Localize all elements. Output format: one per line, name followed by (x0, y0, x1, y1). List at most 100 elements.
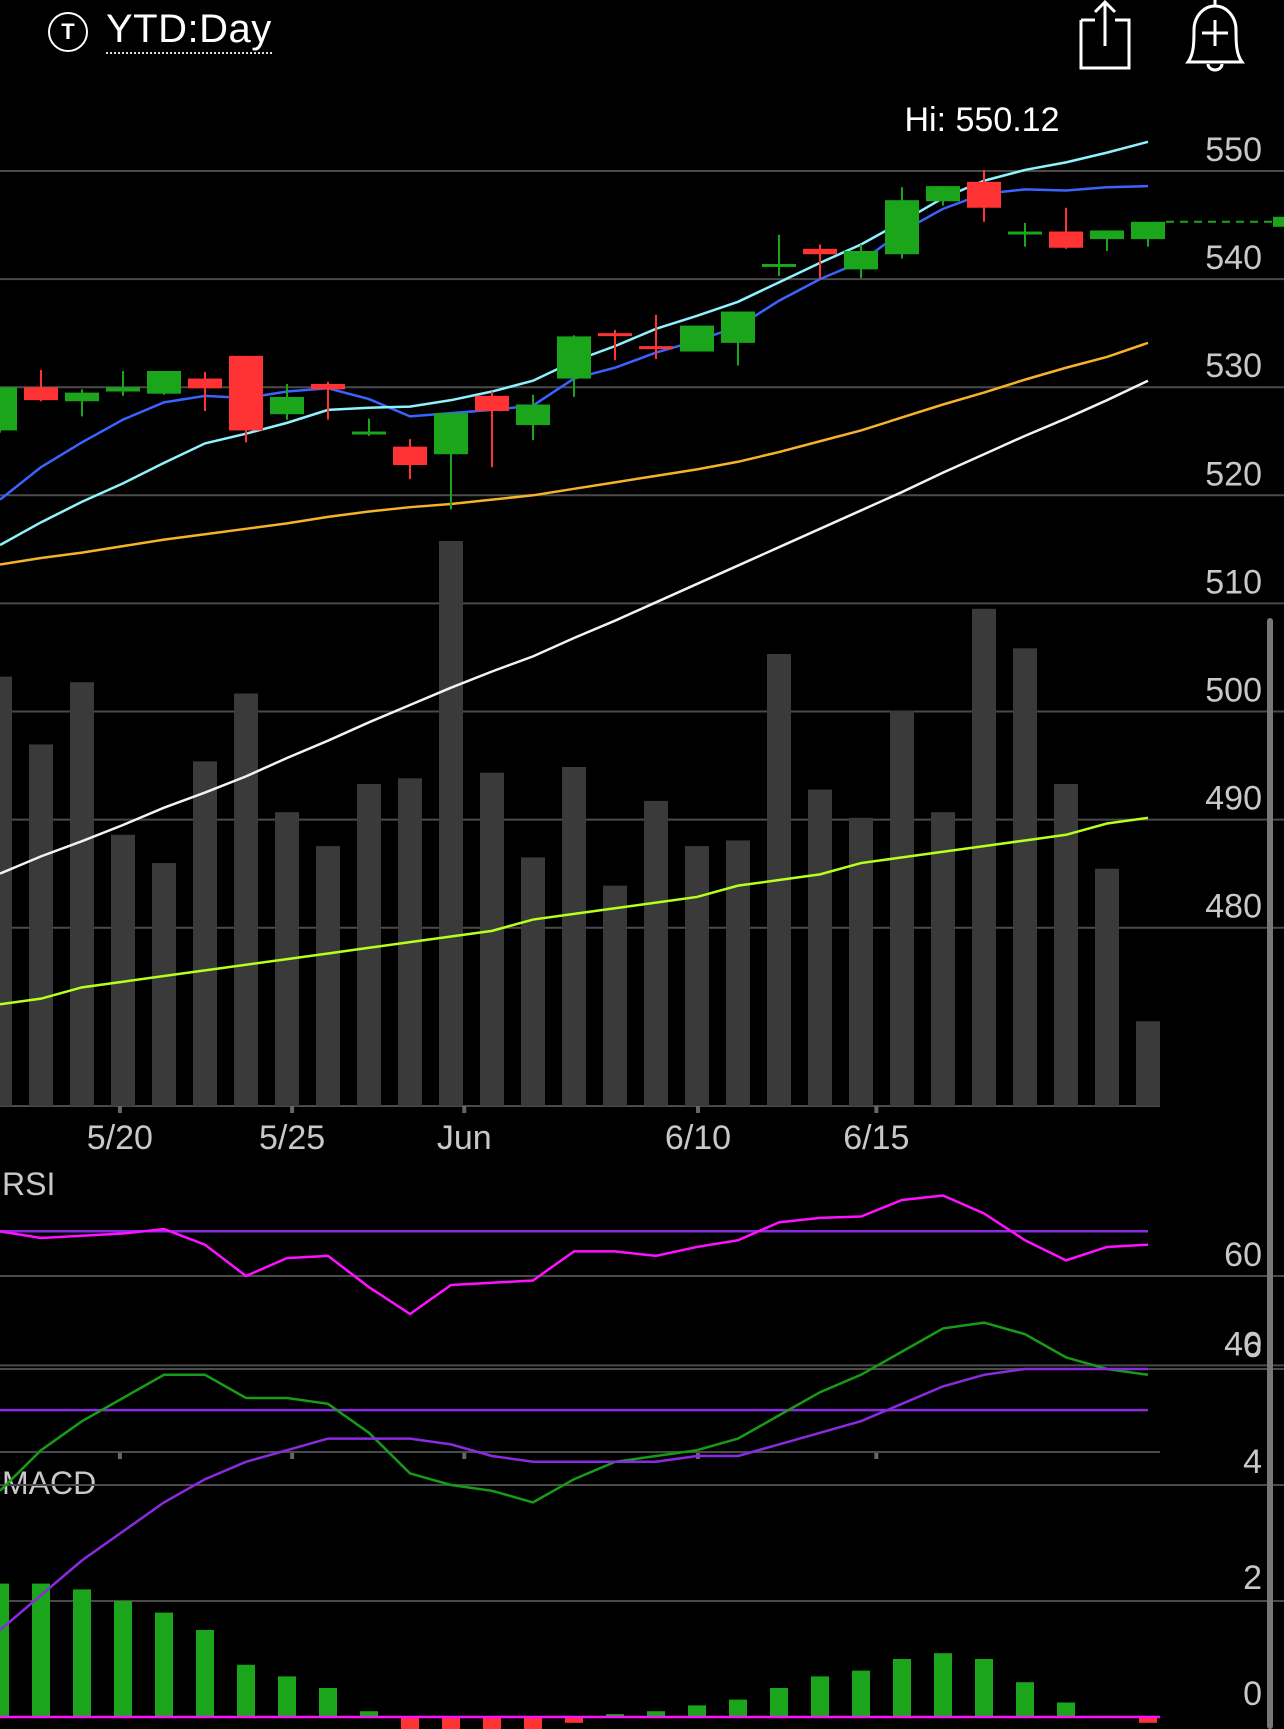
date-tick-label: 6/10 (665, 1119, 731, 1157)
logo-icon: T (48, 12, 88, 52)
macd-histogram-bar (606, 1714, 624, 1717)
macd-histogram-bar (401, 1717, 419, 1729)
price-tick-label: 500 (1205, 672, 1262, 710)
macd-histogram-bar (278, 1676, 296, 1717)
add-alert-bell-icon[interactable] (1180, 0, 1250, 72)
macd-panel: MACD 6 4 2 0 (0, 1321, 1284, 1729)
volume-bars (0, 541, 1160, 1106)
candle-body-up (1008, 231, 1042, 235)
volume-bar (111, 834, 135, 1106)
volume-bar (726, 840, 750, 1106)
candle-body-down (311, 383, 345, 390)
macd-histogram-bar (319, 1688, 337, 1717)
logo-letter: T (61, 19, 75, 44)
volume-bar (357, 783, 381, 1106)
candle-body-down (475, 395, 509, 411)
macd-histogram-bar (688, 1705, 706, 1717)
price-tick-label: 480 (1205, 888, 1262, 926)
share-icon[interactable] (1075, 0, 1135, 72)
candle-body-down (188, 378, 222, 389)
macd-histogram-bar (32, 1583, 50, 1717)
macd-histogram-bar (647, 1711, 665, 1717)
grid-lines (0, 170, 1284, 1107)
candle-body-up (844, 250, 878, 270)
volume-moving-average-line (0, 816, 1149, 1006)
candle-body-up (926, 186, 960, 202)
candle-body-up (434, 413, 468, 455)
macd-histogram-bar (565, 1717, 583, 1723)
volume-bar (1136, 1021, 1160, 1106)
candle-body-up (270, 396, 304, 415)
macd-tick-label: 4 (1243, 1443, 1262, 1481)
macd-histogram-bar (483, 1717, 501, 1729)
macd-tick-label: 2 (1243, 1559, 1262, 1597)
rsi-tick-label: 60 (1224, 1236, 1262, 1274)
volume-bar (234, 693, 258, 1106)
price-tick-label: 510 (1205, 563, 1262, 601)
macd-histogram-bar (729, 1699, 747, 1717)
candle-body-up (147, 370, 181, 394)
candle-body-up (0, 387, 17, 431)
volume-bar (480, 772, 504, 1106)
candle-body-down (967, 181, 1001, 208)
volume-bar (316, 846, 340, 1106)
price-moving-average-line (0, 341, 1149, 566)
volume-bar (70, 682, 94, 1106)
candle-body-up (1090, 230, 1124, 240)
candle-body-down (229, 355, 263, 431)
header-bar: T YTD:Day (0, 0, 1284, 90)
candle-body-up (762, 263, 796, 267)
volume-bar (193, 761, 217, 1106)
volume-bar (685, 846, 709, 1106)
macd-histogram-bar (1057, 1702, 1075, 1717)
macd-histogram-bar (196, 1630, 214, 1717)
macd-histogram-bar (811, 1676, 829, 1717)
macd-tick-label: 6 (1243, 1327, 1262, 1365)
macd-histogram-bar (442, 1717, 460, 1729)
candle-body-up (106, 387, 140, 392)
price-tick-label: 550 (1205, 131, 1262, 169)
candle-body-up (557, 336, 591, 379)
macd-histogram-bar (360, 1711, 378, 1717)
date-tick-label: 6/15 (843, 1119, 909, 1157)
macd-histogram-bar (893, 1659, 911, 1717)
volume-bar (808, 789, 832, 1106)
candle-body-up (516, 404, 550, 426)
price-tick-label: 530 (1205, 347, 1262, 385)
candle-body-up (721, 311, 755, 343)
macd-histogram-bar (237, 1664, 255, 1717)
macd-tick-label: 0 (1243, 1675, 1262, 1713)
macd-signal-line (0, 1367, 1148, 1631)
macd-histogram-bar (975, 1659, 993, 1717)
high-price-label: Hi: 550.12 (905, 101, 1060, 139)
candle-body-down (393, 446, 427, 466)
rsi-panel: RSI 60 40 (0, 1166, 1284, 1453)
volume-bar (644, 800, 668, 1106)
volume-bar (890, 710, 914, 1106)
date-tick-label: 5/25 (259, 1119, 325, 1157)
price-tick-label: 520 (1205, 455, 1262, 493)
last-price-marker (1273, 216, 1284, 227)
volume-bar (152, 863, 176, 1106)
volume-bar (521, 857, 545, 1106)
candlesticks (0, 169, 1284, 510)
candle-body-down (24, 387, 58, 401)
candle-body-down (639, 346, 673, 350)
volume-bar (972, 608, 996, 1106)
volume-bar (0, 676, 12, 1106)
volume-bar (1054, 783, 1078, 1106)
macd-histogram-bar (0, 1583, 9, 1717)
macd-panel-label: MACD (2, 1465, 96, 1501)
date-tick-label: Jun (437, 1119, 492, 1157)
rsi-tick-label: 40 (1224, 1325, 1262, 1363)
volume-bar (603, 885, 627, 1106)
candle-body-up (1131, 221, 1165, 240)
period-selector[interactable]: YTD:Day (106, 6, 272, 54)
macd-histogram-bar (155, 1612, 173, 1717)
macd-histogram-bar (114, 1601, 132, 1717)
macd-histogram-bar (73, 1589, 91, 1717)
price-moving-average-line (0, 379, 1149, 875)
scroll-indicator[interactable] (1267, 618, 1273, 1729)
candle-body-up (885, 200, 919, 255)
